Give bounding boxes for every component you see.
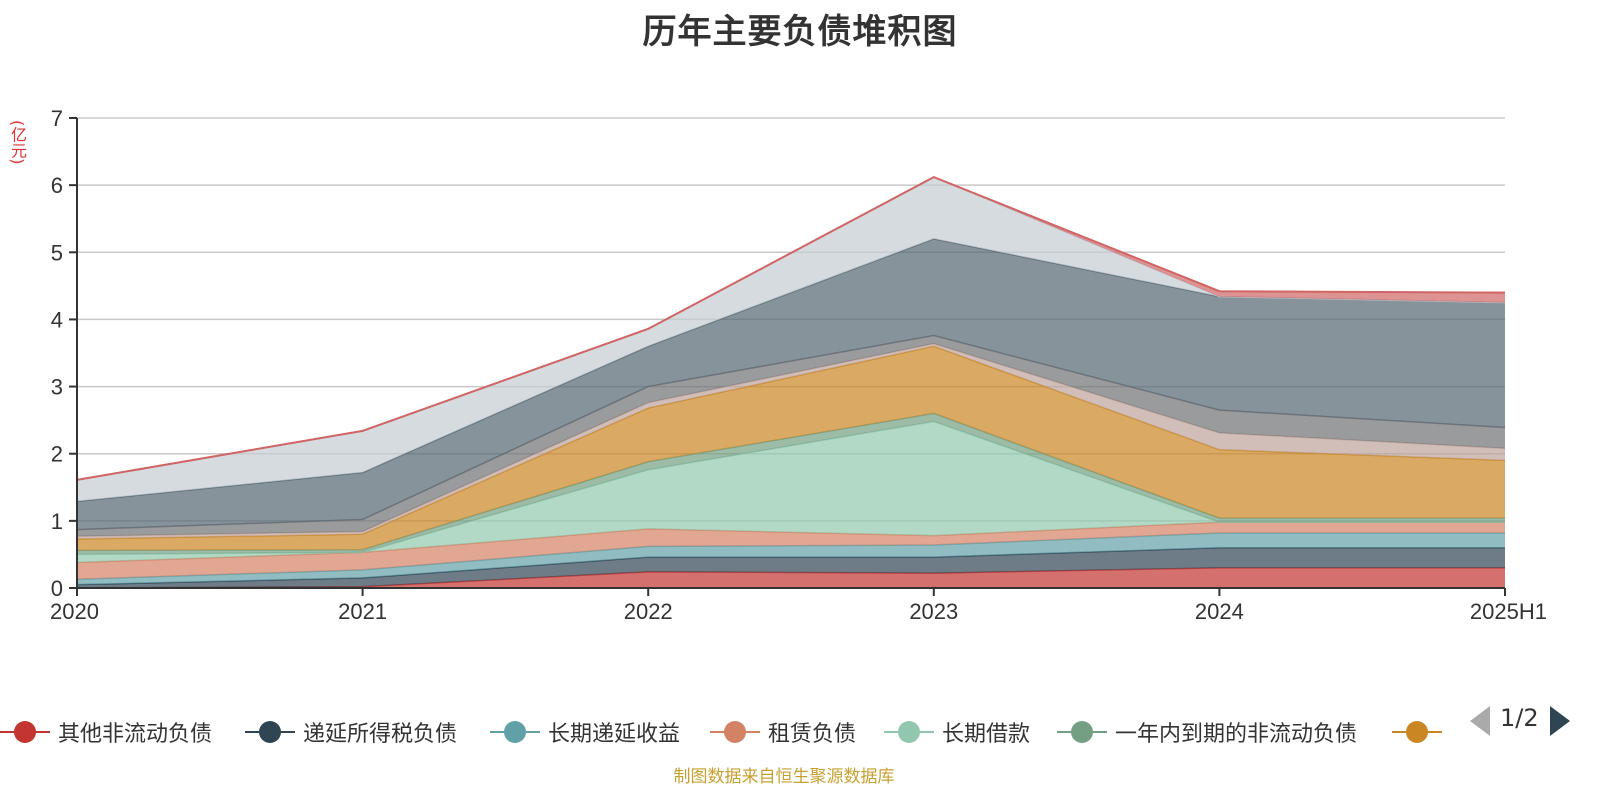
x-tick-label: 2020 — [50, 599, 99, 624]
area-series-line-7 — [76, 342, 1506, 538]
legend-item[interactable]: 递延所得税负债 — [245, 712, 457, 752]
x-tick-label: 2021 — [338, 599, 387, 624]
x-tick-label: 2024 — [1195, 599, 1244, 624]
legend-item[interactable] — [1392, 712, 1442, 752]
area-series-3 — [77, 522, 1505, 580]
x-tick-label: 2022 — [624, 599, 673, 624]
legend-marker-icon — [0, 717, 50, 747]
y-tick-label: 4 — [51, 307, 63, 332]
legend-label: 递延所得税负债 — [303, 722, 458, 747]
source-note: 制图数据来自恒生聚源数据库 — [673, 767, 895, 787]
area-series-layer — [76, 175, 1506, 589]
legend-marker-icon — [884, 717, 934, 747]
legend-label: 长期递延收益 — [548, 722, 681, 747]
stacked-area-chart: 0 1 2 3 4 5 6 7 2020 2021 2022 2023 2024 2025H1 — [50, 106, 1547, 624]
legend-marker-icon — [1392, 717, 1442, 747]
axes: 0 1 2 3 4 5 6 7 2020 2021 2022 2023 2024 2025H1 — [50, 106, 1547, 624]
legend-item[interactable]: 一年内到期的非流动负债 — [1057, 712, 1357, 752]
x-tick-label: 2023 — [909, 599, 958, 624]
legend-item[interactable]: 长期借款 — [884, 712, 1030, 752]
chart-title: 历年主要负债堆积图 — [642, 12, 958, 52]
legend-item[interactable]: 租赁负债 — [710, 712, 856, 752]
area-series-4 — [77, 421, 1505, 563]
area-series-line-6 — [76, 345, 1506, 540]
legend-pager: 1/2 — [1470, 704, 1600, 744]
x-tick-label: 2025H1 — [1470, 599, 1547, 624]
area-series-7 — [77, 343, 1505, 539]
legend-label: 其他非流动负债 — [58, 722, 213, 747]
legend-marker-icon — [245, 717, 295, 747]
area-series-5 — [77, 413, 1505, 555]
legend-item[interactable]: 长期递延收益 — [490, 712, 680, 752]
legend-label: 一年内到期的非流动负债 — [1115, 722, 1358, 747]
legend: 其他非流动负债 递延所得税负债 长期递延收益 租赁负债 长期借款 一年内到期的非流动负债 — [0, 712, 1470, 752]
area-series-10 — [77, 177, 1505, 502]
area-series-9 — [77, 238, 1505, 530]
legend-next-page-icon[interactable] — [1550, 706, 1570, 736]
area-series-0 — [77, 567, 1505, 588]
legend-marker-icon — [1057, 717, 1107, 747]
legend-prev-page-icon[interactable] — [1470, 706, 1490, 736]
y-tick-label: 1 — [51, 509, 63, 534]
total-outline — [76, 175, 1506, 481]
legend-item[interactable]: 其他非流动负债 — [0, 712, 212, 752]
legend-marker-icon — [490, 717, 540, 747]
y-tick-label: 0 — [51, 576, 63, 601]
area-series-1 — [77, 547, 1505, 588]
area-series-6 — [77, 346, 1505, 551]
y-axis-unit-label: (亿元) — [8, 120, 27, 165]
legend-marker-icon — [710, 717, 760, 747]
legend-label: 租赁负债 — [768, 722, 857, 747]
legend-label: 长期借款 — [942, 722, 1031, 747]
y-tick-label: 3 — [51, 375, 63, 400]
y-tick-label: 6 — [51, 173, 63, 198]
y-tick-label: 7 — [51, 106, 63, 131]
y-tick-label: 2 — [51, 442, 63, 467]
y-tick-label: 5 — [51, 240, 63, 265]
legend-page-indicator: 1/2 — [1500, 704, 1539, 732]
area-series-2 — [77, 532, 1505, 585]
